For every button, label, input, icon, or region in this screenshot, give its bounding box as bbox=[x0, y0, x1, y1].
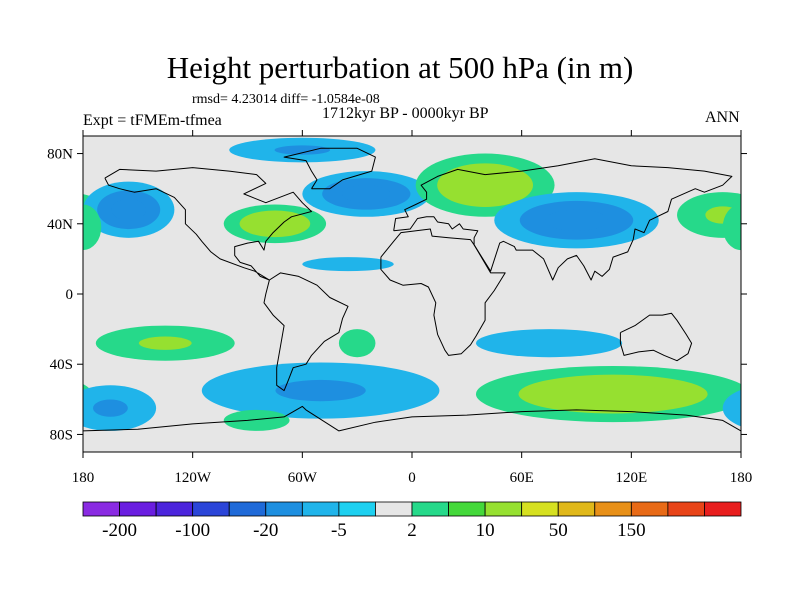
colorbar-box bbox=[411, 501, 449, 517]
contour-level bbox=[275, 379, 366, 402]
map-area bbox=[0, 136, 786, 452]
coastline-eurasia bbox=[393, 158, 733, 281]
contour-level bbox=[560, 383, 666, 405]
anomaly-south-atlantic-high bbox=[338, 329, 376, 358]
y-tick-label: 40N bbox=[47, 217, 73, 233]
experiment-label: Expt = tFMEm-tfmea bbox=[83, 112, 222, 129]
contour-level bbox=[475, 329, 623, 358]
x-tick-label: 60W bbox=[288, 470, 318, 486]
anomaly-southern-ocean-low bbox=[201, 362, 440, 419]
coastlines bbox=[83, 147, 741, 432]
colorbar-box bbox=[630, 501, 669, 517]
contour-level bbox=[83, 204, 102, 251]
anomaly-southern-ocean-high bbox=[0, 365, 741, 423]
axis-ticks: 180 120W 60W 0 60E 120E 180 80N 40N 0 40S 80S bbox=[47, 130, 752, 486]
colorbar-box bbox=[521, 501, 559, 517]
colorbar-box bbox=[667, 501, 705, 517]
colorbar-label: 2 bbox=[407, 520, 417, 541]
colorbar-label: -20 bbox=[253, 520, 278, 541]
colorbar-label: 50 bbox=[549, 520, 568, 541]
contour-level-wrap bbox=[722, 204, 741, 251]
x-tick-label: 180 bbox=[72, 470, 95, 486]
anomaly-tropical-band-low bbox=[302, 257, 394, 272]
chart-title: Height perturbation at 500 hPa (in m) bbox=[166, 50, 634, 85]
colorbar-box bbox=[594, 501, 632, 517]
colorbar-box bbox=[375, 501, 413, 517]
colorbar-box bbox=[704, 501, 742, 517]
contour-level bbox=[545, 209, 608, 231]
contour-level-wrap bbox=[751, 399, 786, 416]
colorbar-label: 10 bbox=[476, 520, 495, 541]
colorbar-box bbox=[484, 501, 523, 517]
contour-level bbox=[458, 173, 512, 198]
colorbar-box bbox=[119, 501, 157, 517]
colorbar-box bbox=[155, 501, 194, 517]
coastline-australia bbox=[619, 312, 693, 362]
stats-annotation: rmsd= 4.23014 diff= -1.0584e-08 bbox=[192, 92, 380, 107]
colorbar-box bbox=[82, 501, 120, 517]
colorbar: -200 -100 -20 -5 2 10 50 150 bbox=[82, 501, 742, 541]
coastline-greenland bbox=[283, 147, 376, 190]
colorbar-label: 150 bbox=[617, 520, 646, 541]
y-tick-label: 80N bbox=[47, 147, 73, 163]
coastline-antarctica bbox=[83, 405, 741, 432]
anomaly-south-america-high bbox=[223, 409, 290, 431]
colorbar-box bbox=[338, 501, 376, 517]
contour-level bbox=[255, 216, 295, 232]
anomaly-arctic-low bbox=[229, 137, 376, 163]
colorbar-box bbox=[448, 501, 486, 517]
y-tick-label: 40S bbox=[50, 357, 73, 373]
anomaly-north-atlantic-low bbox=[302, 171, 431, 217]
contour-level-wrap bbox=[0, 383, 7, 404]
colorbar-box bbox=[301, 501, 340, 517]
coastline-africa bbox=[380, 228, 506, 356]
x-tick-label: 120W bbox=[174, 470, 212, 486]
contour-level bbox=[138, 336, 192, 350]
anomaly-far-south-pacific-low bbox=[83, 385, 786, 431]
x-tick-label: 180 bbox=[730, 470, 753, 486]
x-tick-label: 120E bbox=[615, 470, 647, 486]
y-tick-label: 0 bbox=[66, 287, 74, 303]
anomaly-indian-ocean-low bbox=[475, 329, 623, 358]
colorbar-box bbox=[192, 501, 230, 517]
coastline-south-america bbox=[263, 272, 349, 392]
anomaly-north-america-high bbox=[223, 204, 327, 244]
anomaly-asia-low bbox=[494, 192, 659, 249]
period-subtitle: 1712kyr BP - 0000kyr BP bbox=[322, 105, 489, 122]
contour-level bbox=[302, 257, 394, 272]
contour-level-wrap bbox=[722, 389, 741, 427]
anomaly-west-atlantic-high bbox=[83, 204, 741, 251]
colorbar-box bbox=[228, 501, 267, 517]
season-label: ANN bbox=[705, 109, 740, 126]
colorbar-box bbox=[265, 501, 303, 517]
contour-level bbox=[274, 145, 331, 155]
contour-level-wrap bbox=[83, 383, 93, 405]
contour-level bbox=[341, 185, 391, 203]
coastline-north-america bbox=[104, 167, 312, 281]
colorbar-box bbox=[557, 501, 596, 517]
colorbar-label: -5 bbox=[331, 520, 347, 541]
contour-level-wrap bbox=[0, 375, 50, 414]
x-tick-label: 60E bbox=[510, 470, 534, 486]
contour-level bbox=[93, 399, 128, 417]
contour-level bbox=[223, 409, 290, 431]
contour-level bbox=[338, 329, 376, 358]
colorbar-label: -100 bbox=[175, 520, 210, 541]
anomaly-south-pacific-high bbox=[95, 325, 235, 361]
x-tick-label: 0 bbox=[408, 470, 416, 486]
y-tick-label: 80S bbox=[50, 427, 73, 443]
colorbar-label: -200 bbox=[102, 520, 137, 541]
anomaly-western-pacific-low bbox=[83, 181, 175, 238]
contour-level bbox=[111, 199, 147, 221]
